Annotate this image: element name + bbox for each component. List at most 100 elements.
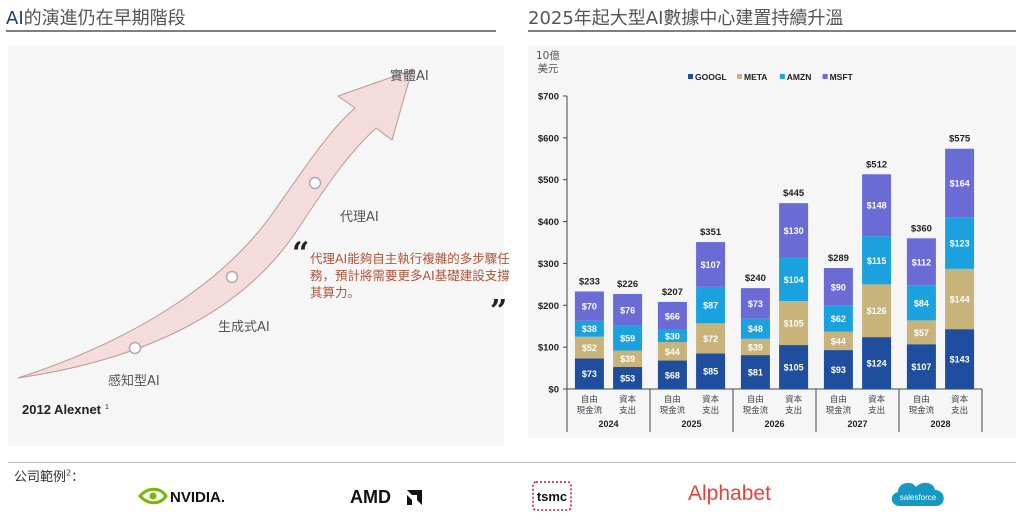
bar-segment-googl bbox=[657, 360, 687, 389]
bar-total-label: $445 bbox=[783, 188, 805, 199]
bar-segment-meta bbox=[779, 301, 809, 346]
companies-label-text: 公司範例 bbox=[14, 470, 67, 485]
bar-total-label: $289 bbox=[828, 253, 849, 264]
tsmc-wordmark: tsmc bbox=[537, 489, 567, 504]
bar-segment-meta bbox=[574, 336, 604, 359]
bar-total-label: $351 bbox=[700, 227, 722, 238]
bar-segment-googl bbox=[613, 366, 643, 389]
bar-segment-googl bbox=[696, 353, 726, 389]
y-tick-label: $300 bbox=[538, 259, 559, 270]
bar-segment-googl bbox=[945, 329, 975, 389]
bar-value-label: $72 bbox=[703, 334, 718, 344]
bar-segment-meta bbox=[740, 338, 770, 356]
category-label-line1: 資本 bbox=[619, 394, 637, 404]
y-tick-label: $600 bbox=[538, 133, 559, 144]
bar-value-label: $48 bbox=[748, 324, 763, 334]
bar-value-label: $124 bbox=[867, 359, 887, 369]
bar-segment-amzn bbox=[657, 329, 687, 343]
y-tick-label: $500 bbox=[538, 175, 559, 186]
chart-unit-label: 10億 美元 bbox=[536, 50, 560, 76]
legend-swatch-googl bbox=[688, 74, 693, 79]
nvidia-eye-icon: NVIDIA. bbox=[137, 487, 225, 506]
tsmc-chip-icon bbox=[532, 481, 572, 511]
alphabet-logo: Alphabet bbox=[688, 482, 771, 505]
bar-value-label: $93 bbox=[831, 365, 846, 375]
category-label-line1: 自由 bbox=[664, 394, 681, 404]
bar-value-label: $84 bbox=[914, 298, 929, 308]
bar-segment-msft bbox=[945, 148, 975, 218]
legend-swatch-meta bbox=[737, 74, 742, 79]
bar-segment-meta bbox=[657, 342, 687, 361]
bar-total-label: $233 bbox=[579, 276, 600, 287]
bar-value-label: $105 bbox=[784, 363, 804, 373]
left-title-rule bbox=[6, 30, 496, 32]
bar-total-label: $575 bbox=[949, 134, 971, 145]
companies-label-footnote: 2 bbox=[66, 468, 72, 478]
bar-segment-amzn bbox=[823, 305, 853, 332]
category-label-line2: 支出 bbox=[702, 405, 719, 415]
category-label-line2: 支出 bbox=[619, 405, 636, 415]
bar-value-label: $62 bbox=[831, 314, 846, 324]
bar-segment-amzn bbox=[862, 236, 892, 285]
bar-segment-googl bbox=[862, 337, 892, 389]
bar-value-label: $143 bbox=[950, 355, 970, 365]
legend-label-meta: META bbox=[744, 72, 767, 82]
bar-segment-msft bbox=[779, 203, 809, 258]
amd-logo: AMD bbox=[350, 486, 430, 512]
bar-value-label: $39 bbox=[748, 342, 763, 352]
legend-label-googl: GOOGL bbox=[695, 72, 727, 82]
bar-segment-amzn bbox=[740, 318, 770, 339]
bar-segment-msft bbox=[574, 291, 604, 321]
left-title: AI的演進仍在早期階段 bbox=[6, 4, 186, 30]
category-label-line2: 現金流 bbox=[909, 405, 935, 415]
category-label-line1: 自由 bbox=[581, 394, 598, 404]
quote-close-mark: ” bbox=[490, 294, 508, 329]
bar-segment-amzn bbox=[945, 217, 975, 269]
bar-value-label: $104 bbox=[784, 275, 804, 285]
legend-swatch-msft bbox=[822, 74, 828, 79]
companies-label: 公司範例2： bbox=[14, 466, 84, 485]
nvidia-logo: NVIDIA. bbox=[137, 486, 238, 510]
stage-label-generative: 生成式AI bbox=[218, 320, 270, 335]
bar-value-label: $90 bbox=[831, 282, 846, 292]
bar-value-label: $130 bbox=[784, 226, 804, 236]
bar-value-label: $66 bbox=[665, 311, 680, 321]
y-tick-label: $700 bbox=[538, 92, 559, 103]
bar-segment-meta bbox=[945, 268, 975, 330]
bar-value-label: $76 bbox=[620, 305, 635, 315]
chart-unit-line-1: 10億 bbox=[536, 50, 560, 62]
year-label: 2025 bbox=[681, 419, 701, 429]
bar-segment-amzn bbox=[574, 320, 604, 337]
stage-label-agentic: 代理AI bbox=[340, 210, 379, 225]
bar-value-label: $73 bbox=[748, 299, 763, 309]
year-label: 2024 bbox=[598, 419, 618, 429]
bar-segment-amzn bbox=[613, 325, 643, 351]
bar-segment-msft bbox=[740, 288, 770, 319]
bar-segment-meta bbox=[696, 323, 726, 354]
category-label-line1: 自由 bbox=[830, 394, 847, 404]
bar-segment-meta bbox=[613, 350, 643, 367]
bar-segment-msft bbox=[906, 238, 936, 286]
category-label-line2: 現金流 bbox=[660, 405, 686, 415]
stage-dot-agentic bbox=[308, 176, 322, 190]
bar-segment-meta bbox=[906, 320, 936, 345]
bar-total-label: $360 bbox=[911, 223, 932, 234]
year-label: 2027 bbox=[847, 419, 867, 429]
bar-value-label: $38 bbox=[582, 324, 597, 334]
category-label-line2: 支出 bbox=[951, 405, 968, 415]
chart-unit-line-2: 美元 bbox=[537, 63, 559, 75]
bar-value-label: $164 bbox=[950, 179, 970, 189]
stage-label-physical: 實體AI bbox=[390, 69, 429, 84]
y-tick-label: $100 bbox=[538, 343, 559, 354]
bar-value-label: $68 bbox=[665, 370, 680, 380]
right-title-rule bbox=[528, 30, 1016, 32]
bar-segment-msft bbox=[696, 242, 726, 287]
bar-value-label: $81 bbox=[748, 368, 763, 378]
bar-segment-msft bbox=[657, 301, 687, 330]
bar-value-label: $123 bbox=[950, 239, 970, 249]
bar-value-label: $73 bbox=[582, 369, 597, 379]
salesforce-wordmark: salesforce bbox=[900, 493, 937, 502]
legend-swatch-amzn bbox=[779, 74, 785, 79]
